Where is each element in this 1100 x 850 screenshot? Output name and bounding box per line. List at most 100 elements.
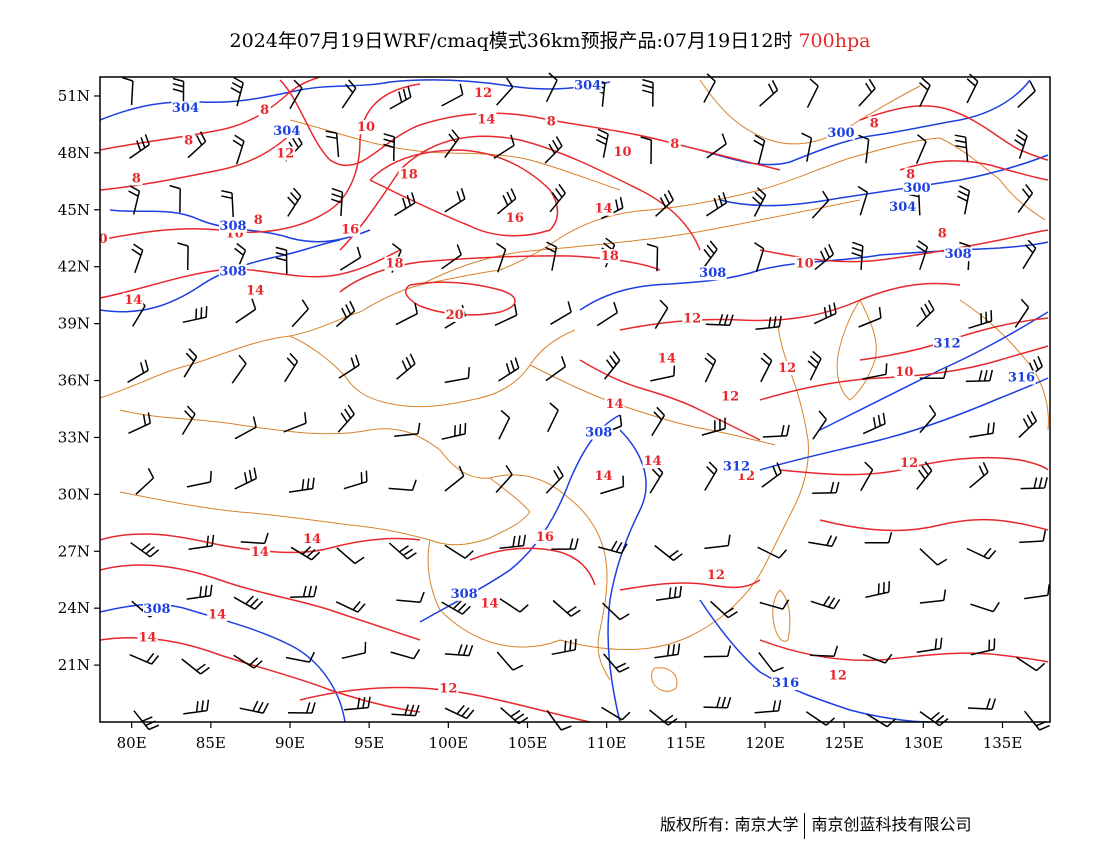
temperature-label-bg <box>593 201 614 216</box>
temperature-label: 8 <box>260 103 269 118</box>
temperature-label-bg <box>668 137 681 152</box>
temperature-label: 10 <box>613 145 631 160</box>
temperature-label-bg <box>302 531 323 546</box>
temperature-label-bg <box>534 529 555 544</box>
wind-barb <box>129 652 160 665</box>
wind-barb <box>552 599 581 617</box>
temp-contour-20 <box>404 281 516 316</box>
wind-barb <box>169 184 181 213</box>
temperature-label-bg <box>137 630 158 645</box>
temperature-label: 14 <box>246 283 264 298</box>
wind-barb <box>230 76 244 107</box>
height-label-bg <box>771 675 800 690</box>
boundary-layer <box>99 79 1049 692</box>
wind-barb <box>1014 298 1030 328</box>
height-label-bg <box>827 125 855 140</box>
wind-barb <box>970 638 996 656</box>
wind-barb <box>760 352 773 383</box>
wind-barb <box>601 602 630 621</box>
wind-barb <box>755 315 782 331</box>
temperature-label: 14 <box>138 630 156 645</box>
wind-barb <box>233 654 263 669</box>
wind-barb <box>186 470 212 488</box>
company-name: 南京创蓝科技有限公司 <box>811 815 972 834</box>
wind-barb <box>919 548 948 566</box>
temperature-label: 18 <box>385 257 403 272</box>
height-contour-312 <box>819 311 1049 431</box>
wind-barb <box>183 699 210 715</box>
inner-mongolia-region <box>419 199 861 286</box>
height-label: 304 <box>172 101 199 116</box>
temperature-label-bg <box>444 307 465 322</box>
wind-barb <box>128 185 141 215</box>
wind-barb <box>704 461 718 491</box>
temperature-label-bg <box>612 144 633 159</box>
wind-barb <box>865 581 891 599</box>
x-tick-label: 105E <box>508 734 548 752</box>
wind-barb <box>759 80 779 107</box>
south-coast <box>559 324 809 651</box>
wind-barb <box>919 404 937 434</box>
wind-barb <box>544 136 563 164</box>
copyright-text: 版权所有: 南京大学 <box>660 815 799 834</box>
wind-barb <box>806 78 819 108</box>
wind-barb <box>970 601 1000 613</box>
wind-barb <box>919 77 931 108</box>
height-label-bg <box>450 586 479 601</box>
wind-barb <box>752 187 767 217</box>
wind-barb <box>545 466 564 494</box>
wind-barb <box>239 700 269 714</box>
y-tick-label: 33N <box>58 428 90 446</box>
y-tick-label: 27N <box>58 542 90 560</box>
wind-barb <box>235 298 257 324</box>
temperature-label: 14 <box>594 202 612 217</box>
wind-barb <box>390 648 421 660</box>
height-label-bg <box>722 459 751 474</box>
temperature-label-bg <box>642 454 663 468</box>
height-label: 308 <box>945 247 972 262</box>
temperature-label: 12 <box>707 568 725 583</box>
wind-barb <box>757 546 788 559</box>
wind-barb <box>396 353 416 380</box>
wind-barb <box>331 187 344 217</box>
wind-barb <box>441 244 462 270</box>
wind-barb <box>287 187 302 217</box>
height-label-bg <box>888 199 917 214</box>
temperature-label: 0 <box>99 232 108 247</box>
y-tick-label: 21N <box>58 656 90 674</box>
height-label-bg <box>944 247 973 262</box>
wind-barb <box>919 589 947 604</box>
wind-barb <box>851 241 864 270</box>
height-label: 308 <box>699 266 726 281</box>
wind-barb <box>444 465 465 492</box>
y-tick-label: 30N <box>58 485 90 503</box>
wind-barb <box>954 134 969 162</box>
wind-barb <box>130 542 160 558</box>
height-label-bg <box>573 78 602 93</box>
wind-barb <box>493 134 515 159</box>
wind-barb <box>291 299 309 328</box>
temperature-label-bg <box>777 361 798 376</box>
height-contour-308-mid <box>579 241 1049 311</box>
wind-barb <box>705 313 734 326</box>
temperature-label-bg <box>936 226 949 241</box>
tibet-region <box>119 409 531 546</box>
temperature-label: 8 <box>670 137 679 152</box>
wind-barb <box>341 641 367 660</box>
x-tick-label: 80E <box>117 734 147 752</box>
wind-barb <box>702 240 718 270</box>
wind-barb <box>812 481 840 494</box>
temperature-label: 8 <box>938 226 947 241</box>
temperature-label: 10 <box>357 120 375 135</box>
wind-barb <box>343 470 368 490</box>
wind-barb <box>186 584 213 600</box>
wind-barb <box>441 600 471 615</box>
temperature-label-bg <box>682 311 703 326</box>
temp-contour-12-coast <box>619 579 761 591</box>
temperature-label: 18 <box>601 249 619 264</box>
wind-barb <box>127 359 149 384</box>
wind-barb <box>172 77 185 106</box>
wind-barb <box>221 189 234 218</box>
wind-barb <box>857 185 869 216</box>
wind-barb <box>646 243 659 272</box>
